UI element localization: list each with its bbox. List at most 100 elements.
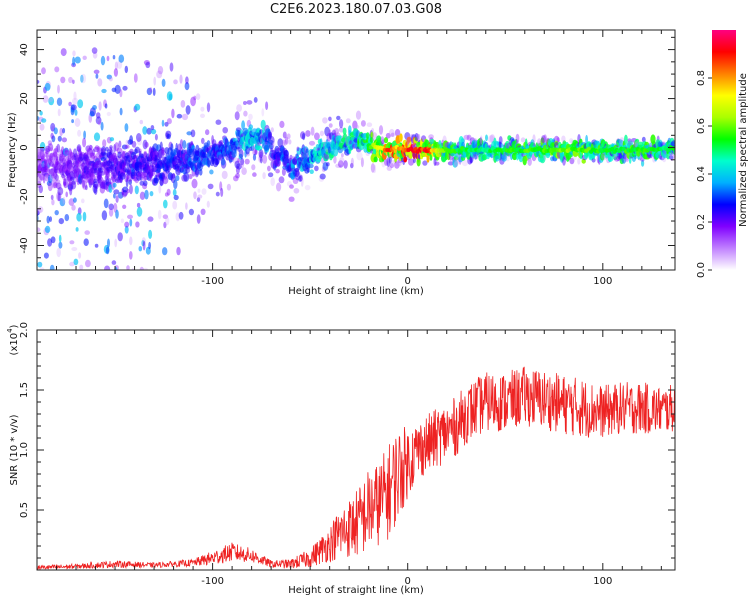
x-tick-label: 100: [593, 276, 612, 287]
spectrogram-cell: [119, 172, 126, 180]
spectrogram-cell: [49, 155, 54, 162]
spectrogram-cell: [260, 157, 263, 164]
spectrogram-cell: [520, 137, 526, 143]
spectrogram-cell: [109, 145, 113, 150]
spectrogram-cell: [416, 157, 421, 167]
spectrogram-cell: [355, 110, 362, 120]
spectrogram-cell: [61, 162, 65, 172]
spectrogram-cell: [68, 150, 73, 159]
y-tick-label: 0.5: [19, 502, 30, 518]
spectrogram-cell: [207, 157, 211, 168]
spectrogram-cell: [206, 200, 210, 208]
spectrogram-cell: [277, 138, 284, 148]
spectrogram-cell: [60, 174, 66, 179]
spectrogram-cell: [41, 160, 47, 169]
spectrogram-cell: [75, 157, 79, 165]
spectrogram-cell: [46, 215, 50, 224]
spectrogram-cell: [335, 163, 342, 168]
spectrogram-cell: [166, 188, 171, 196]
spectrogram-cell: [134, 103, 141, 111]
spectrogram-cell: [172, 200, 178, 210]
spectrogram-cell: [99, 171, 105, 176]
spectrogram-cell: [261, 108, 265, 117]
spectrogram-cell: [323, 154, 329, 162]
spectrogram-cell: [38, 162, 42, 171]
spectrogram-cell: [385, 132, 391, 139]
spectrogram-cell: [88, 168, 94, 178]
spectrogram-cell: [112, 152, 117, 160]
spectrogram-cell: [561, 135, 566, 143]
spectrogram-cell: [370, 131, 374, 139]
spectrogram-cell: [164, 192, 169, 197]
spectrogram-cell: [63, 178, 69, 189]
spectrogram-cell: [59, 167, 65, 176]
spectrogram-cell: [380, 136, 385, 145]
spectrogram-cell: [61, 159, 65, 165]
spectrogram-cell: [63, 177, 67, 187]
spectrogram-cell: [69, 176, 75, 182]
spectrogram-cell: [98, 101, 102, 111]
spectrogram-cell: [53, 127, 58, 135]
spectrogram-cell: [235, 140, 239, 148]
spectrogram-cell: [109, 137, 115, 142]
spectrogram-cell: [52, 152, 58, 158]
spectrogram-cell: [82, 137, 87, 148]
spectrogram-cell: [293, 188, 300, 194]
spectrogram-cell: [59, 149, 63, 158]
spectrogram-cell: [135, 221, 140, 228]
spectrogram-cell: [172, 188, 177, 197]
spectrogram-cell: [569, 138, 574, 144]
spectrogram-cell: [124, 144, 130, 149]
spectrogram-cell: [86, 144, 93, 150]
spectrogram-cell: [114, 61, 118, 71]
spectrogram-cell: [42, 95, 49, 103]
spectrogram-cell: [185, 105, 191, 115]
spectrogram-cell: [84, 185, 88, 191]
spectrogram-cell: [577, 157, 581, 165]
spectrogram-cell: [276, 182, 282, 192]
spectrogram-cell: [282, 131, 287, 139]
spectrogram-cell: [47, 140, 53, 146]
spectrogram-cell: [63, 150, 70, 156]
spectrogram-cell: [150, 128, 157, 135]
spectrogram-cell: [72, 169, 77, 174]
spectrogram-cell: [73, 172, 77, 179]
spectrogram-cell: [52, 177, 58, 187]
spectrogram-cell: [78, 162, 85, 172]
x-tick-label: -100: [201, 576, 224, 587]
spectrogram-cell: [37, 158, 40, 167]
svg-text:(x104): (x104): [6, 324, 20, 355]
spectrogram-cell: [65, 191, 68, 198]
spectrogram-cell: [395, 159, 402, 167]
spectrogram-cell: [58, 167, 63, 173]
spectrogram-cell: [139, 180, 145, 186]
spectrogram-cell: [162, 176, 169, 185]
spectrogram-cell: [55, 179, 61, 185]
spectrogram-cell: [258, 149, 264, 159]
spectrogram-cell: [56, 167, 62, 174]
spectrogram-cell: [59, 155, 64, 162]
spectrogram-cell: [92, 51, 98, 59]
spectrogram-cell: [222, 127, 228, 134]
spectrogram-cell: [39, 149, 45, 160]
spectrogram-cell: [44, 166, 48, 172]
spectrogram-cell: [360, 120, 366, 127]
spectrogram-cell: [161, 147, 165, 154]
spectrogram-cell: [176, 113, 183, 119]
spectrogram-cell: [70, 276, 76, 281]
spectrogram-cell: [37, 115, 40, 121]
spectrogram-cell: [129, 184, 133, 195]
spectrogram-cell: [188, 208, 194, 216]
spectrogram-cell: [186, 131, 193, 136]
spectrogram-cell: [200, 208, 206, 215]
spectrogram-cell: [51, 161, 58, 168]
spectrogram-cell: [53, 165, 57, 172]
spectrogram-cell: [236, 104, 243, 112]
spectrogram-cell: [46, 278, 51, 287]
spectrogram-cell: [270, 177, 276, 187]
spectrogram-cell: [76, 146, 81, 152]
spectrogram-cell: [244, 158, 250, 165]
spectrogram-cell: [110, 157, 115, 167]
spectrogram-cell: [142, 126, 148, 135]
spectrogram-cell: [47, 162, 51, 169]
